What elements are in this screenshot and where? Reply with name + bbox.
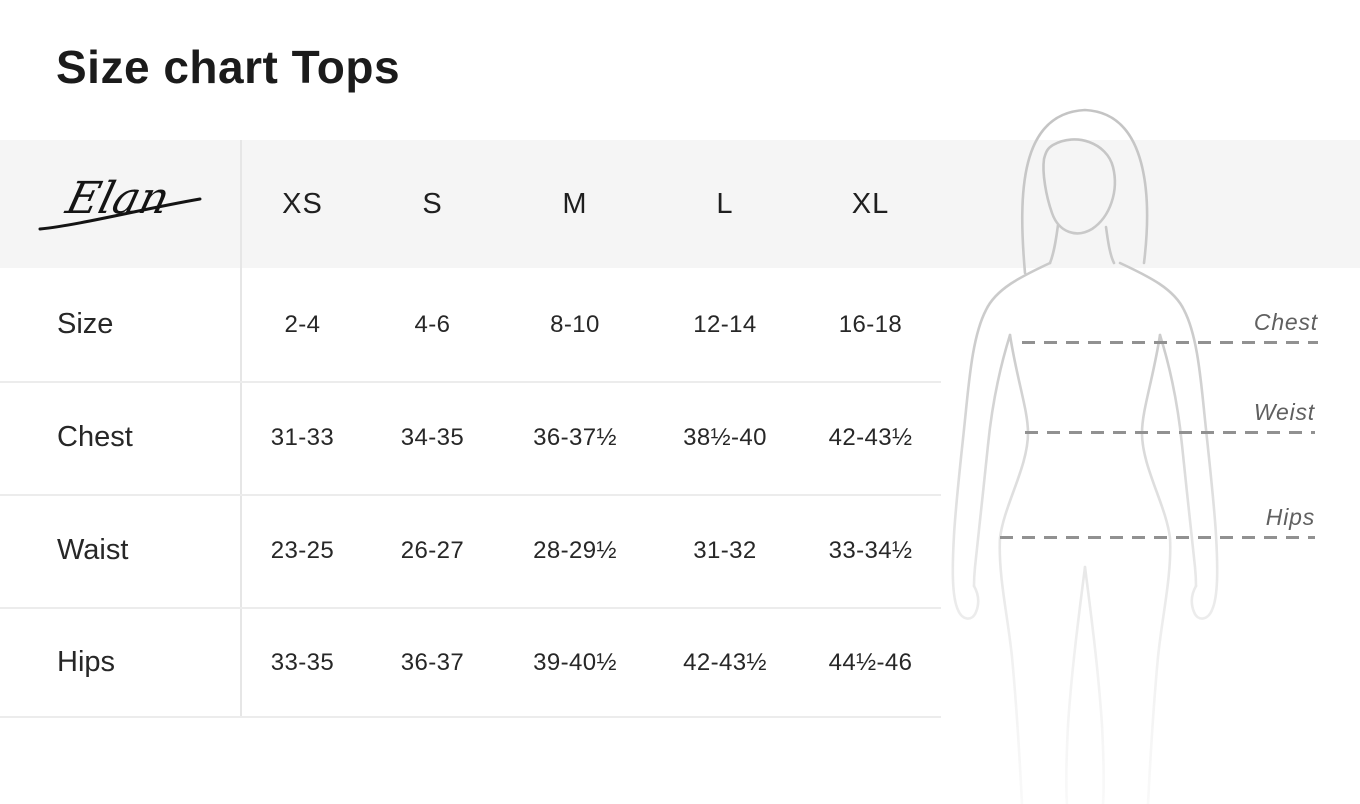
- table-cell: 42-43½: [828, 423, 913, 451]
- table-cell: 28-29½: [533, 536, 617, 564]
- figure-hair: [1020, 108, 1149, 275]
- table-cell: 8-10: [550, 310, 600, 338]
- figure-leg-left-inner: [1065, 565, 1087, 804]
- figure-arm-right-outer: [1118, 261, 1219, 620]
- table-cell: 36-37½: [533, 423, 617, 451]
- figure-arm-left-outer: [951, 261, 1052, 620]
- table-cell: 31-33: [270, 423, 335, 451]
- brand-logo: Elan: [0, 140, 240, 268]
- table-row-divider: [0, 607, 941, 609]
- figure-leg-right-inner: [1083, 565, 1105, 804]
- size-col-header-s: S: [422, 187, 443, 220]
- size-col-header-xl: XL: [851, 187, 890, 220]
- chest-measure-line: [1022, 341, 1318, 344]
- table-cell: 31-32: [693, 536, 757, 564]
- figure-face: [1042, 138, 1117, 235]
- figure-neck-right: [1104, 225, 1116, 265]
- table-cell: 39-40½: [533, 648, 617, 676]
- hips-measure-label: Hips: [1265, 504, 1315, 530]
- figure-arm-left-inner: [972, 333, 1012, 588]
- size-col-header-xs: XS: [282, 187, 323, 220]
- body-figure-illustration: [951, 108, 1219, 804]
- table-row-divider: [0, 494, 941, 496]
- row-label-waist: Waist: [57, 534, 129, 566]
- table-cell: 42-43½: [683, 648, 767, 676]
- row-label-size: Size: [57, 308, 114, 340]
- table-cell: 4-6: [414, 310, 451, 338]
- figure-arm-right-inner: [1158, 333, 1198, 588]
- figure-torso-left: [998, 333, 1030, 804]
- figure-neck-left: [1048, 223, 1060, 265]
- brand-logo-art: Elan: [38, 173, 202, 231]
- table-row-divider: [0, 381, 941, 383]
- size-table: Elan XS S M L XL Size 2-4 4-6 8-10 12-14…: [0, 140, 941, 718]
- row-label-hips: Hips: [57, 646, 116, 678]
- table-vertical-divider: [240, 140, 242, 718]
- row-label-chest: Chest: [57, 421, 133, 453]
- hips-measure-line: [1000, 536, 1315, 539]
- table-cell: 16-18: [838, 310, 903, 338]
- table-cell: 23-25: [270, 536, 335, 564]
- table-cell: 34-35: [400, 423, 465, 451]
- table-cell: 12-14: [693, 310, 757, 338]
- table-cell: 36-37: [400, 648, 465, 676]
- table-cell: 2-4: [284, 310, 321, 338]
- size-col-header-m: M: [562, 187, 588, 220]
- size-col-header-l: L: [716, 187, 734, 220]
- logo-underline-swoosh: [38, 197, 202, 231]
- page-title: Size chart Tops: [56, 41, 401, 93]
- table-cell: 38½-40: [683, 423, 767, 451]
- table-cell: 33-35: [270, 648, 335, 676]
- table-cell: 33-34½: [828, 536, 913, 564]
- waist-measure-line: [1025, 431, 1315, 434]
- table-header-band: [0, 140, 1360, 268]
- chest-measure-label: Chest: [1253, 309, 1318, 335]
- table-row-divider: [0, 716, 941, 718]
- table-cell: 26-27: [400, 536, 465, 564]
- table-cell: 44½-46: [828, 648, 913, 676]
- waist-measure-label: Weist: [1253, 399, 1315, 425]
